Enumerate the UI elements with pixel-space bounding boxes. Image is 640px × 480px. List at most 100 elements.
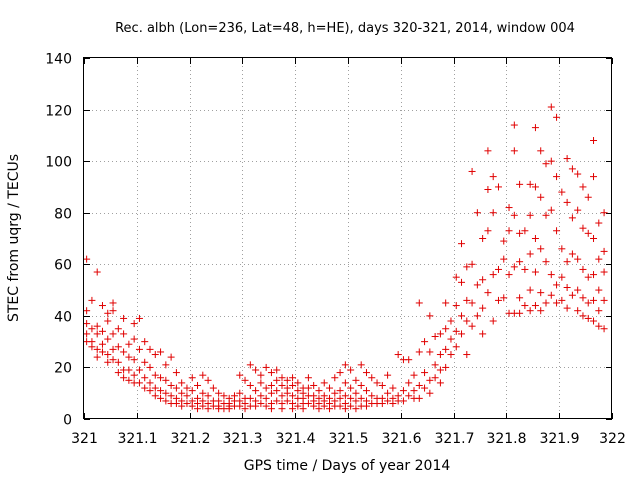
y-tick-label: 20	[54, 361, 72, 377]
data-point	[505, 204, 513, 212]
data-point	[130, 320, 138, 328]
data-point	[421, 369, 429, 377]
data-point	[415, 381, 423, 389]
data-point	[531, 235, 539, 242]
data-point	[146, 379, 154, 387]
data-point	[347, 402, 355, 410]
x-tick-label: 321.9	[539, 431, 579, 447]
data-point	[278, 381, 286, 389]
data-point	[162, 397, 170, 405]
data-point	[151, 384, 159, 392]
data-point	[362, 369, 370, 377]
data-point	[595, 219, 603, 227]
data-point	[299, 405, 307, 413]
data-point	[151, 392, 159, 400]
data-point	[489, 271, 497, 279]
data-point	[236, 402, 244, 410]
data-point	[558, 273, 566, 281]
data-point	[104, 335, 112, 343]
data-point	[526, 286, 534, 294]
data-point	[489, 173, 497, 181]
data-point	[114, 358, 122, 366]
data-point	[336, 387, 344, 395]
data-point	[114, 325, 122, 333]
data-point	[447, 335, 455, 343]
data-point	[93, 345, 101, 353]
data-point	[553, 281, 561, 289]
data-point	[146, 363, 154, 371]
data-point	[500, 237, 508, 245]
data-point	[341, 379, 349, 387]
data-point	[537, 289, 545, 297]
data-point	[347, 394, 355, 402]
data-point	[209, 384, 217, 392]
data-point	[347, 384, 355, 392]
data-point	[320, 379, 328, 387]
data-point	[479, 330, 487, 338]
data-point	[257, 400, 265, 408]
data-point	[436, 366, 444, 374]
data-point	[600, 209, 608, 217]
data-point	[141, 338, 149, 346]
data-point	[135, 314, 143, 322]
y-tick-label: 40	[54, 310, 72, 326]
data-point	[584, 273, 592, 281]
data-point	[473, 281, 481, 289]
data-point	[252, 402, 260, 410]
data-point	[278, 392, 286, 400]
data-point	[468, 299, 476, 307]
data-point	[590, 173, 598, 181]
data-point	[584, 299, 592, 307]
data-point	[167, 392, 175, 400]
y-tick-label: 60	[54, 258, 72, 274]
x-tick-label: 321.3	[222, 431, 262, 447]
data-point	[553, 113, 561, 121]
data-point	[537, 307, 545, 315]
data-point	[505, 227, 513, 235]
data-point	[104, 309, 112, 317]
data-point	[310, 381, 318, 389]
data-point	[595, 322, 603, 330]
data-point	[415, 348, 423, 356]
data-point	[109, 345, 117, 353]
data-point	[447, 317, 455, 325]
data-point	[304, 400, 312, 408]
data-point	[273, 397, 281, 405]
data-point	[341, 392, 349, 400]
data-point	[458, 330, 466, 338]
data-point	[188, 387, 196, 395]
data-point	[484, 147, 492, 155]
data-point	[405, 392, 413, 400]
data-point	[146, 387, 154, 395]
data-point	[579, 183, 587, 191]
data-point	[252, 387, 260, 395]
data-point	[157, 387, 165, 395]
data-point	[531, 124, 539, 132]
data-point	[526, 307, 534, 315]
x-tick-label: 321	[71, 431, 98, 447]
data-point	[83, 307, 91, 315]
data-point	[93, 330, 101, 338]
data-point	[199, 389, 207, 397]
data-point	[125, 353, 133, 361]
data-point	[384, 389, 392, 397]
data-point	[151, 351, 159, 359]
data-point	[410, 387, 418, 395]
data-point	[336, 402, 344, 410]
data-point	[125, 376, 133, 384]
y-tick-label: 100	[45, 155, 72, 171]
data-point	[204, 405, 212, 413]
data-point	[494, 265, 502, 273]
data-point	[120, 348, 128, 356]
data-point	[574, 206, 582, 214]
data-point	[83, 320, 91, 328]
data-point	[568, 165, 576, 173]
data-point	[215, 389, 223, 397]
data-point	[489, 209, 497, 217]
data-point	[516, 294, 524, 302]
data-point	[130, 356, 138, 364]
data-point	[384, 371, 392, 379]
data-point	[579, 224, 587, 232]
data-point	[109, 356, 117, 364]
